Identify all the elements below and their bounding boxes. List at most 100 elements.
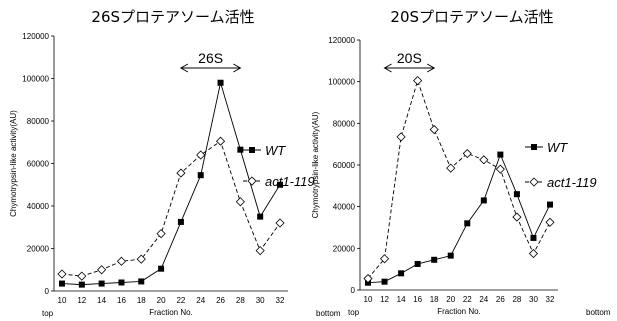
data-point-diamond (255, 246, 265, 256)
data-point-diamond (136, 254, 146, 264)
y-tick-label: 20000 (333, 244, 356, 253)
x-tick-label: 30 (529, 295, 538, 304)
series-line (61, 82, 281, 286)
y-tick-label: 100000 (328, 78, 355, 87)
data-point-square (513, 191, 520, 198)
x-tick-label: 18 (430, 295, 439, 304)
data-point-square (197, 172, 204, 179)
x-tick-label: 10 (364, 295, 373, 304)
legend-marker-diamond (529, 177, 539, 187)
x-tick-label: 24 (479, 295, 488, 304)
series-square: WT (365, 140, 568, 286)
y-tick-label: 20000 (27, 245, 50, 254)
y-tick-label: 120000 (22, 32, 49, 41)
x-tick-label: 26 (496, 295, 505, 304)
chart-1: 26Sプロテアソーム活性 0 20000 40000 60000 80000 100000 1… (9, 8, 341, 318)
data-point-diamond (275, 218, 285, 228)
legend-label: WT (265, 143, 286, 158)
data-point-square (59, 280, 65, 287)
x-tick-label: 16 (117, 296, 126, 305)
x-tick-label: 20 (446, 295, 455, 304)
x-tick-label: 30 (256, 296, 265, 305)
chart-title: 26Sプロテアソーム活性 (91, 8, 254, 26)
y-tick-label: 60000 (333, 161, 356, 170)
data-point-square (158, 265, 165, 272)
x-tick-label: 14 (397, 295, 406, 304)
data-point-diamond (545, 217, 555, 227)
x-end-label: bottom (586, 308, 611, 317)
x-tick-label: 28 (512, 295, 521, 304)
y-tick-label: 0 (45, 287, 50, 296)
data-point-diamond (97, 265, 107, 275)
x-end-label: bottom (316, 309, 341, 318)
region-arrow-right-head (233, 63, 242, 73)
y-tick-label: 0 (351, 286, 356, 295)
data-point-diamond (495, 164, 505, 174)
x-tick-label: 12 (77, 296, 86, 305)
data-point-square (398, 270, 405, 277)
x-start-label: top (42, 309, 54, 318)
chart-title: 20Sプロテアソーム活性 (390, 8, 553, 26)
y-tick-label: 40000 (333, 203, 356, 212)
series-diamond: act1-119 (363, 76, 597, 284)
y-tick-label: 60000 (27, 160, 50, 169)
y-tick-label: 80000 (27, 117, 50, 126)
series-square: WT (59, 79, 286, 288)
data-point-square (431, 256, 438, 263)
data-point-square (464, 220, 471, 227)
legend-label: act1-119 (547, 175, 597, 190)
x-tick-label: 12 (380, 295, 389, 304)
data-point-diamond (413, 76, 423, 86)
x-tick-label: 32 (546, 295, 555, 304)
data-point-square (257, 213, 264, 220)
data-point-square (217, 79, 224, 86)
x-tick-label: 28 (236, 296, 245, 305)
x-tick-label: 24 (196, 296, 205, 305)
region-label: 26S (198, 50, 223, 66)
data-point-diamond (396, 132, 406, 142)
chart-2: 20Sプロテアソーム活性 0 20000 40000 60000 80000 100000 1… (311, 8, 611, 317)
x-tick-label: 14 (97, 296, 106, 305)
data-point-diamond (235, 197, 245, 207)
data-point-diamond (479, 155, 489, 165)
data-point-square (237, 146, 244, 153)
legend-marker-square (531, 144, 537, 150)
data-point-square (497, 151, 504, 158)
data-point-diamond (116, 256, 127, 266)
y-axis-label: Chymotrypsin-like activity(AU) (9, 110, 18, 217)
data-point-diamond (429, 125, 439, 135)
legend-label: act1-119 (265, 174, 315, 189)
data-point-square (98, 280, 105, 287)
series-diamond: act1-119 (57, 136, 315, 281)
x-tick-label: 18 (137, 296, 146, 305)
data-point-diamond (512, 212, 522, 222)
region-arrow-left-head (179, 63, 189, 73)
data-point-diamond (57, 269, 67, 279)
series-line (61, 140, 281, 277)
region-arrow-left-head (383, 63, 392, 73)
x-start-label: top (348, 308, 360, 317)
y-tick-label: 80000 (333, 119, 356, 128)
data-point-square (547, 201, 553, 208)
data-point-diamond (156, 229, 166, 239)
x-tick-label: 10 (58, 296, 67, 305)
data-point-square (138, 278, 145, 285)
data-point-diamond (363, 273, 373, 284)
x-tick-label: 26 (216, 296, 225, 305)
data-point-square (530, 234, 537, 241)
x-axis-label: Fraction No. (437, 307, 481, 316)
series-line (367, 153, 551, 284)
data-point-square (177, 218, 184, 225)
data-point-diamond (196, 150, 206, 160)
region-label: 20S (397, 50, 422, 66)
x-tick-label: 32 (276, 296, 285, 305)
data-point-diamond (176, 168, 186, 178)
data-point-square (381, 278, 388, 285)
data-point-diamond (528, 248, 539, 259)
x-tick-label: 22 (176, 296, 185, 305)
legend-marker-diamond (247, 176, 257, 186)
data-point-diamond (462, 148, 472, 159)
data-point-square (78, 281, 85, 288)
legend-marker-square (249, 147, 255, 153)
